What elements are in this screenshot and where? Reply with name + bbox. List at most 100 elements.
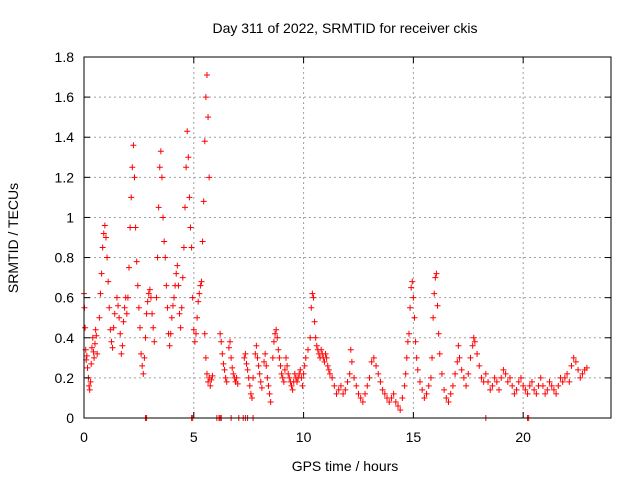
data-point — [524, 390, 531, 397]
data-point — [412, 338, 419, 345]
data-point — [199, 238, 206, 245]
data-point — [158, 174, 165, 181]
data-point — [98, 270, 105, 277]
data-point — [207, 382, 214, 389]
data-point — [142, 334, 149, 341]
data-point — [275, 346, 282, 353]
data-point — [300, 370, 307, 377]
data-point — [427, 374, 434, 381]
data-point — [274, 334, 281, 341]
data-point — [189, 294, 196, 301]
data-point — [326, 370, 333, 377]
data-point — [123, 310, 130, 317]
chart-title: Day 311 of 2022, SRMTID for receiver cki… — [212, 20, 477, 36]
y-tick-label: 0.2 — [55, 370, 75, 386]
data-point — [297, 366, 304, 373]
data-point — [203, 72, 210, 79]
data-point — [351, 374, 358, 381]
data-point — [104, 254, 111, 261]
data-point — [134, 282, 141, 289]
data-point — [498, 374, 505, 381]
data-point — [454, 358, 461, 365]
data-point — [324, 362, 331, 369]
data-point — [270, 338, 277, 345]
data-point — [248, 394, 255, 401]
data-point — [109, 344, 116, 351]
data-point — [139, 362, 146, 369]
data-point — [289, 386, 296, 393]
data-point — [106, 304, 113, 311]
data-point — [546, 378, 553, 385]
data-point — [252, 350, 259, 357]
data-point — [146, 286, 153, 293]
data-point — [445, 398, 452, 405]
data-point — [531, 386, 538, 393]
data-point — [205, 378, 212, 385]
data-point — [217, 330, 224, 337]
data-point — [307, 334, 314, 341]
x-tick-label: 20 — [515, 429, 531, 445]
data-point — [509, 382, 516, 389]
data-point — [323, 354, 330, 361]
data-point — [136, 324, 143, 331]
data-point — [377, 378, 384, 385]
data-point — [429, 354, 436, 361]
data-point — [192, 330, 199, 337]
data-point — [298, 374, 305, 381]
data-point — [250, 374, 257, 381]
data-point — [485, 378, 492, 385]
data-point — [456, 354, 463, 361]
data-point — [153, 294, 160, 301]
data-point — [353, 382, 360, 389]
data-point — [138, 350, 145, 357]
data-point — [299, 382, 306, 389]
data-point — [493, 378, 500, 385]
data-point — [265, 382, 272, 389]
data-point — [370, 354, 377, 361]
data-point — [555, 382, 562, 389]
data-point — [267, 398, 274, 405]
data-point — [174, 262, 181, 269]
data-point — [194, 314, 201, 321]
data-point — [184, 128, 191, 135]
data-point — [254, 354, 261, 361]
data-point — [335, 386, 342, 393]
data-point — [180, 244, 187, 251]
data-point — [402, 370, 409, 377]
data-point — [202, 94, 209, 101]
data-point — [544, 386, 551, 393]
data-point — [243, 360, 250, 367]
data-point — [90, 348, 97, 355]
data-point — [321, 358, 328, 365]
data-point — [190, 326, 197, 333]
data-point — [120, 318, 127, 325]
data-point — [309, 290, 316, 297]
data-point — [375, 370, 382, 377]
data-point — [487, 386, 494, 393]
data-point — [191, 338, 198, 345]
data-point — [278, 370, 285, 377]
data-point — [175, 282, 182, 289]
data-point — [355, 390, 362, 397]
data-point — [496, 386, 503, 393]
data-point — [168, 314, 175, 321]
data-point — [432, 274, 439, 281]
x-tick-label: 0 — [80, 429, 88, 445]
data-point — [201, 138, 208, 145]
data-point — [161, 238, 168, 245]
data-point — [419, 386, 426, 393]
data-point — [173, 270, 180, 277]
data-point — [143, 310, 150, 317]
data-point — [489, 382, 496, 389]
data-point — [188, 244, 195, 251]
data-point — [89, 334, 96, 341]
data-point — [435, 330, 442, 337]
data-point — [108, 338, 115, 345]
data-point — [225, 344, 232, 351]
data-point — [141, 354, 148, 361]
axis-ticks — [83, 56, 611, 419]
data-point — [155, 204, 162, 211]
data-point — [144, 298, 151, 305]
data-point — [230, 370, 237, 377]
data-point — [397, 406, 404, 413]
